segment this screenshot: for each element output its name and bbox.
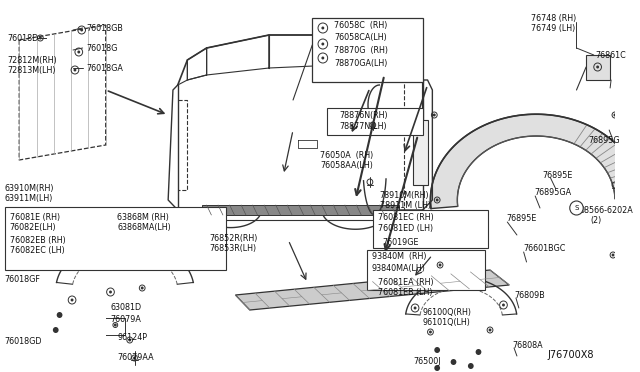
Text: 96101Q(LH): 96101Q(LH) [423,317,470,327]
Text: 76050A  (RH): 76050A (RH) [320,151,373,160]
Circle shape [438,263,442,266]
Circle shape [436,199,438,202]
Bar [367,250,485,290]
Text: 76018GF: 76018GF [5,276,41,285]
Text: 78870GA(LH): 78870GA(LH) [334,58,388,67]
Text: 76058CA(LH): 76058CA(LH) [334,32,387,42]
Circle shape [133,356,136,359]
Text: 76500J: 76500J [413,357,441,366]
Text: 76082EC (LH): 76082EC (LH) [10,246,65,254]
Circle shape [614,113,616,116]
Text: 76853R(LH): 76853R(LH) [209,244,257,253]
Text: (2): (2) [590,215,601,224]
Polygon shape [431,114,640,209]
Text: 93840M  (RH): 93840M (RH) [372,253,426,262]
Circle shape [596,65,599,68]
Text: J76700X8: J76700X8 [548,350,594,360]
Text: 76861C: 76861C [596,51,627,60]
Circle shape [413,307,417,310]
Bar [372,210,488,248]
Text: 76019GE: 76019GE [383,237,419,247]
Text: 76895GA: 76895GA [534,187,572,196]
Circle shape [80,29,83,32]
Circle shape [451,359,456,365]
Text: 76058AA(LH): 76058AA(LH) [320,160,373,170]
Text: 76082E(LH): 76082E(LH) [10,222,56,231]
Text: S: S [574,205,579,211]
Circle shape [502,304,505,307]
Text: 76808A: 76808A [512,340,543,350]
Text: 96124P: 96124P [117,334,147,343]
Circle shape [77,51,80,54]
Text: 76895G: 76895G [588,135,620,144]
Text: 76895E: 76895E [543,170,573,180]
Text: 72813M(LH): 72813M(LH) [8,65,56,74]
Circle shape [141,286,143,289]
Circle shape [433,113,436,116]
Text: 76082EB (RH): 76082EB (RH) [10,235,65,244]
Text: 76081E (RH): 76081E (RH) [10,212,60,221]
Text: 76895E: 76895E [506,214,537,222]
Text: 63081D: 63081D [111,304,141,312]
Text: 76079A: 76079A [111,315,141,324]
Circle shape [570,201,583,215]
Circle shape [128,339,131,341]
Text: 08566-6202A: 08566-6202A [579,205,633,215]
Polygon shape [236,270,509,310]
Circle shape [321,26,324,29]
Text: 76018GD: 76018GD [5,337,42,346]
Bar [586,55,610,80]
Circle shape [70,298,74,301]
Circle shape [114,324,116,327]
Polygon shape [202,205,399,215]
Text: 72812M(RH): 72812M(RH) [8,55,58,64]
Text: 78910M(RH): 78910M(RH) [380,190,429,199]
Text: 78911M (LH): 78911M (LH) [380,201,431,209]
Text: 76018GA: 76018GA [86,64,124,73]
Text: 63910M(RH): 63910M(RH) [5,183,54,192]
Bar [326,108,423,135]
Text: 76809B: 76809B [514,291,545,299]
Text: 76081EB (LH): 76081EB (LH) [378,289,432,298]
Text: 76081ED (LH): 76081ED (LH) [378,224,433,232]
Text: 76018GB: 76018GB [86,23,124,32]
Circle shape [476,349,481,355]
Bar [413,120,428,185]
Text: 76058C  (RH): 76058C (RH) [334,20,388,29]
Text: 93840MA(LH): 93840MA(LH) [372,263,426,273]
Bar [312,18,423,82]
Text: 76081EC (RH): 76081EC (RH) [378,212,433,221]
Circle shape [39,36,42,39]
Text: 63911M(LH): 63911M(LH) [5,193,53,202]
Text: 76081EA (RH): 76081EA (RH) [378,278,433,286]
Text: 76748 (RH): 76748 (RH) [531,13,577,22]
Text: 78877N(LH): 78877N(LH) [339,122,387,131]
Circle shape [429,330,432,334]
Text: 76079AA: 76079AA [117,353,154,362]
Circle shape [321,42,324,45]
Text: 78876N(RH): 78876N(RH) [339,110,388,119]
Circle shape [435,347,440,353]
Bar [5,207,226,270]
Circle shape [321,57,324,60]
Text: 76749 (LH): 76749 (LH) [531,23,575,32]
Text: 63868MA(LH): 63868MA(LH) [117,222,171,231]
Text: 78870G  (RH): 78870G (RH) [334,45,388,55]
Circle shape [435,365,440,371]
Text: 76852R(RH): 76852R(RH) [209,234,258,243]
Text: 76018D: 76018D [8,33,39,42]
Text: 96100Q(RH): 96100Q(RH) [423,308,472,317]
Circle shape [109,291,112,294]
Text: 76018G: 76018G [86,44,118,52]
Circle shape [53,327,59,333]
Circle shape [74,68,76,71]
Circle shape [612,253,614,257]
Circle shape [57,312,63,318]
Text: 63868M (RH): 63868M (RH) [117,212,169,221]
Circle shape [468,363,474,369]
Text: 76601BGC: 76601BGC [524,244,566,253]
Circle shape [488,328,492,331]
